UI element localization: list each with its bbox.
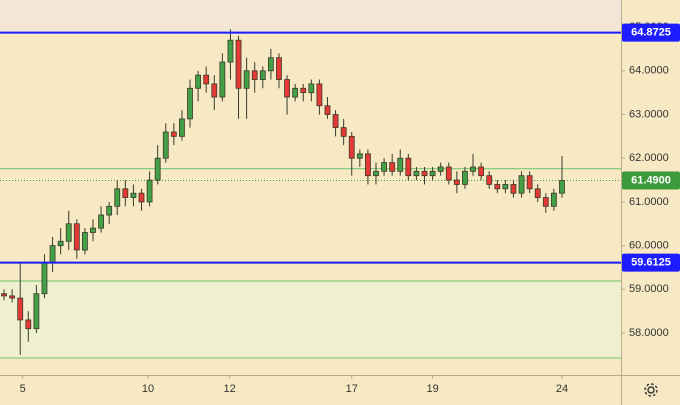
candle-body (41, 262, 48, 295)
x-tick-label: 12 (224, 383, 236, 395)
candle-body (65, 223, 72, 242)
candle-body (486, 175, 493, 185)
candle-body (421, 170, 428, 177)
candle-body (235, 39, 242, 89)
candle-body (154, 157, 161, 181)
candle-body (365, 153, 371, 177)
candle-body (534, 188, 541, 198)
candle-body (17, 297, 24, 321)
candle-body (170, 131, 177, 137)
plot-area (0, 0, 621, 359)
candle-body (300, 87, 307, 94)
candle-body (146, 179, 153, 203)
candle-body (437, 166, 444, 172)
last-price-tag (622, 171, 680, 190)
candle-body (518, 175, 525, 194)
candle-body (57, 240, 64, 247)
x-tick-label: 10 (142, 383, 154, 395)
candle-body (203, 74, 210, 85)
candle-body (389, 162, 396, 172)
y-tick-label: 62.0000 (629, 152, 669, 164)
candle-body (324, 105, 331, 115)
candle-body (559, 180, 565, 194)
x-tick-label: 19 (426, 383, 438, 395)
upper-zone (0, 0, 621, 33)
candle-body (308, 83, 315, 94)
candle-body (114, 188, 121, 207)
y-tick-label: 64.0000 (629, 65, 669, 77)
candle-body (162, 131, 169, 159)
x-tick-label: 5 (20, 383, 26, 395)
blue-level-tag (622, 253, 680, 272)
candle-body (332, 114, 339, 129)
candle-body (138, 192, 145, 203)
candle-body (259, 70, 266, 80)
candle-body (373, 170, 379, 177)
candle-body (526, 175, 533, 190)
candle-body (462, 170, 468, 185)
candle-body (251, 70, 258, 80)
candle-body (405, 157, 412, 177)
candle-body (195, 74, 202, 89)
x-tick-label: 17 (346, 383, 358, 395)
candle-body (122, 188, 129, 198)
candle-body (413, 170, 420, 177)
candle-body (243, 70, 250, 89)
candle-body (187, 87, 193, 120)
candle-body (478, 166, 485, 177)
candle-body (98, 214, 104, 229)
candle-body (381, 162, 387, 172)
candle-body (82, 232, 88, 251)
y-tick-label: 58.0000 (629, 327, 669, 339)
candle-body (340, 127, 347, 137)
candle-body (356, 153, 363, 159)
candle-body (429, 170, 436, 177)
candle-body (211, 83, 218, 98)
candle-body (316, 83, 323, 107)
candle-body (397, 157, 404, 172)
candle-body (276, 57, 282, 80)
y-tick-label: 61.0000 (629, 196, 669, 208)
y-tick-label: 60.0000 (629, 240, 669, 252)
candle-body (25, 319, 32, 330)
candle-body (550, 192, 557, 207)
candle-body (1, 293, 7, 297)
candle-body (470, 166, 476, 172)
support-zone (0, 281, 621, 358)
candle-body (227, 39, 234, 63)
blue-level-tag (622, 23, 680, 42)
candle-body (49, 245, 56, 264)
y-tick-label: 59.0000 (629, 283, 669, 295)
candle-body (292, 87, 299, 98)
candle-body (453, 179, 460, 185)
candle-body (33, 293, 40, 330)
x-tick-label: 24 (556, 383, 568, 395)
candle-body (106, 205, 113, 216)
y-tick-label: 63.0000 (629, 108, 669, 120)
candle-body (284, 79, 290, 98)
candle-body (542, 197, 549, 207)
settings-icon[interactable] (644, 383, 658, 397)
candle-body (494, 184, 501, 190)
candle-body (267, 57, 274, 72)
candle-body (445, 166, 452, 181)
candle-body (219, 61, 226, 98)
last-price-label: 61.4900 (631, 174, 671, 186)
candle-body (9, 295, 16, 299)
candle-body (510, 184, 517, 194)
blue-level-label: 64.8725 (631, 27, 671, 39)
blue-level-label: 59.6125 (631, 256, 671, 268)
candle-body (502, 184, 509, 190)
candle-body (130, 192, 137, 198)
candle-body (179, 118, 185, 137)
candle-body (73, 223, 80, 251)
candle-body (90, 227, 96, 233)
candle-body (348, 135, 355, 159)
